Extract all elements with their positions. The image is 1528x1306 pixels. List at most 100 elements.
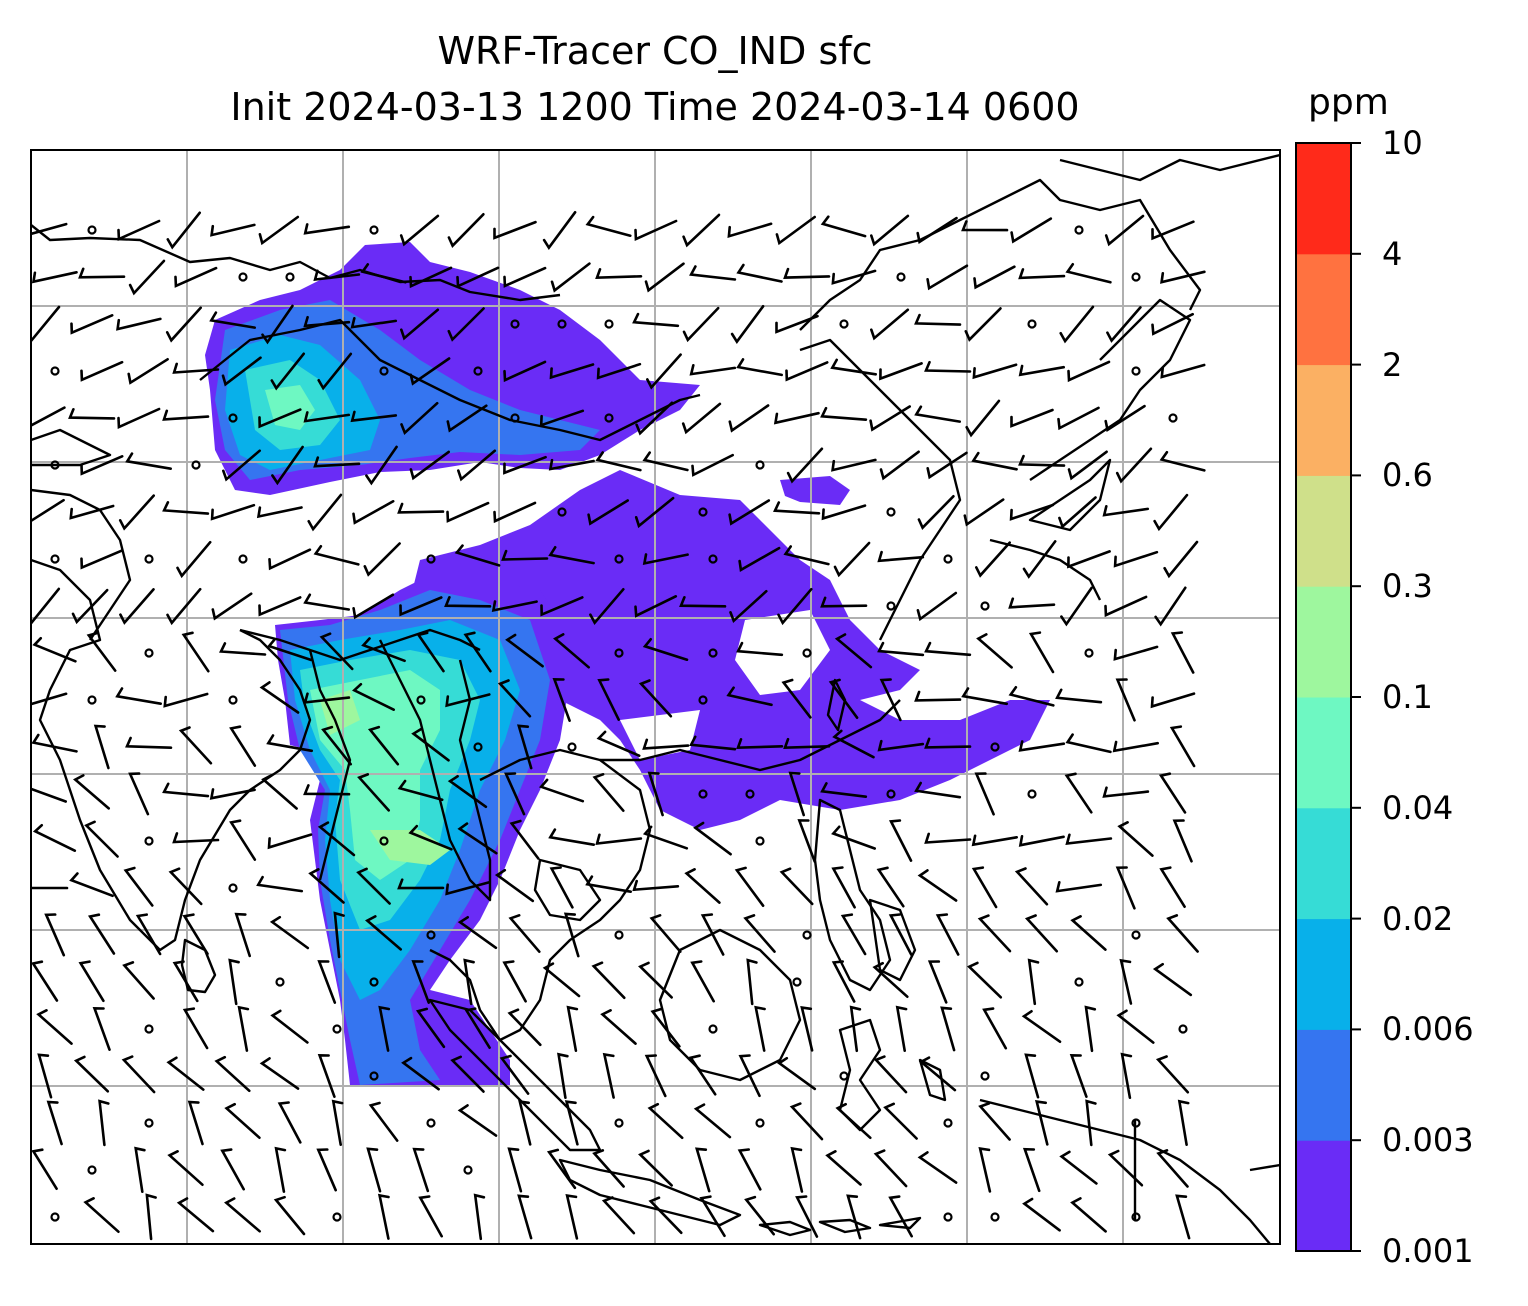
wind-barb	[166, 587, 202, 626]
wind-barb	[1064, 772, 1093, 814]
wind-barb	[736, 358, 783, 377]
wind-barb	[914, 313, 962, 326]
wind-barb	[728, 499, 771, 526]
wind-barb	[1117, 821, 1154, 857]
wind-barb	[237, 1005, 250, 1052]
wind-barb	[313, 456, 361, 468]
wind-barb	[31, 886, 69, 890]
wind-barb	[518, 1100, 532, 1146]
wind-barb	[1169, 725, 1196, 768]
calm-wind-marker	[745, 789, 755, 799]
wind-barb	[693, 1103, 732, 1139]
wind-barb	[78, 267, 126, 279]
wind-barb	[445, 693, 491, 708]
calm-wind-marker	[191, 460, 201, 470]
wind-barb	[869, 405, 911, 432]
wind-barb	[728, 404, 770, 433]
wind-barb	[415, 1007, 446, 1049]
wind-barb	[1163, 540, 1199, 579]
wind-barb	[914, 781, 962, 799]
wind-barb	[646, 353, 682, 390]
wind-barb	[879, 450, 920, 481]
wind-barb	[830, 358, 877, 376]
wind-barb	[181, 631, 210, 673]
wind-barb	[642, 451, 689, 472]
wind-barb	[1112, 740, 1159, 753]
wind-barb	[397, 779, 444, 802]
wind-barb	[1104, 404, 1146, 433]
wind-barb	[649, 914, 682, 953]
wind-barb	[411, 960, 430, 1004]
calm-wind-marker	[1131, 1212, 1141, 1222]
wind-barb	[357, 773, 390, 812]
wind-barb	[924, 641, 972, 657]
wind-barb	[266, 734, 313, 753]
wind-barb	[1115, 678, 1136, 722]
wind-barb	[1158, 772, 1187, 814]
wind-barb	[552, 677, 571, 722]
wind-barb	[927, 960, 948, 1004]
wind-barb	[1107, 1149, 1144, 1187]
wind-barb	[1102, 505, 1150, 517]
wind-barb	[316, 1148, 337, 1192]
wind-barb	[229, 819, 257, 861]
wind-barb	[689, 265, 737, 281]
calm-wind-marker	[228, 413, 238, 423]
wind-barb	[303, 223, 351, 235]
calm-wind-marker	[708, 554, 718, 564]
wind-barb	[917, 869, 958, 902]
wind-barb	[367, 725, 400, 766]
wind-barb	[267, 833, 313, 850]
wind-barb	[700, 913, 725, 956]
wind-barb	[409, 450, 450, 481]
colorbar-segment	[1296, 697, 1351, 809]
wind-barb	[269, 915, 310, 950]
wind-barb	[972, 363, 1018, 380]
wind-barb	[447, 307, 485, 342]
wind-barb	[634, 496, 675, 529]
colorbar-segment	[1296, 586, 1351, 698]
wind-barb	[1028, 631, 1055, 674]
colorbar-tick-label: 0.6	[1382, 456, 1433, 495]
wind-barb	[162, 782, 210, 798]
wind-barb	[1008, 597, 1056, 609]
wind-barb	[505, 633, 544, 668]
wind-barb	[650, 1007, 681, 1048]
wind-barb	[773, 501, 821, 515]
wind-barb	[68, 408, 116, 420]
wind-barb	[317, 960, 337, 1004]
wind-barb	[1014, 867, 1049, 906]
wind-barb	[820, 782, 868, 798]
calm-wind-marker	[87, 1165, 97, 1175]
wind-barb	[447, 213, 485, 248]
wind-barb	[1027, 958, 1040, 1006]
wind-barb	[446, 404, 488, 433]
wind-barb	[1018, 740, 1066, 752]
wind-barb	[916, 216, 958, 245]
wind-barb	[397, 502, 445, 514]
wind-barb	[1084, 1005, 1097, 1053]
wind-barb	[117, 219, 161, 241]
wind-barb	[634, 595, 678, 618]
calm-wind-marker	[980, 601, 990, 611]
wind-barb	[259, 681, 300, 714]
wind-barb	[831, 866, 856, 909]
calm-wind-marker	[379, 836, 389, 846]
calm-wind-marker	[144, 648, 154, 658]
wind-barb	[397, 878, 445, 890]
wind-barb	[446, 501, 490, 523]
wind-barb	[877, 641, 925, 657]
wind-barb	[1059, 305, 1095, 344]
plume-china-hole-1	[735, 610, 830, 695]
wind-barb	[727, 222, 773, 238]
wind-barb	[352, 682, 395, 711]
wind-barb	[118, 494, 155, 531]
wind-barb	[924, 360, 972, 373]
wind-barb	[303, 315, 351, 328]
calm-wind-marker	[886, 507, 896, 517]
wind-barb	[917, 495, 955, 530]
wind-barb	[870, 214, 910, 247]
calm-wind-marker	[708, 1024, 718, 1034]
wind-barb	[352, 500, 395, 525]
wind-barb	[457, 449, 497, 482]
